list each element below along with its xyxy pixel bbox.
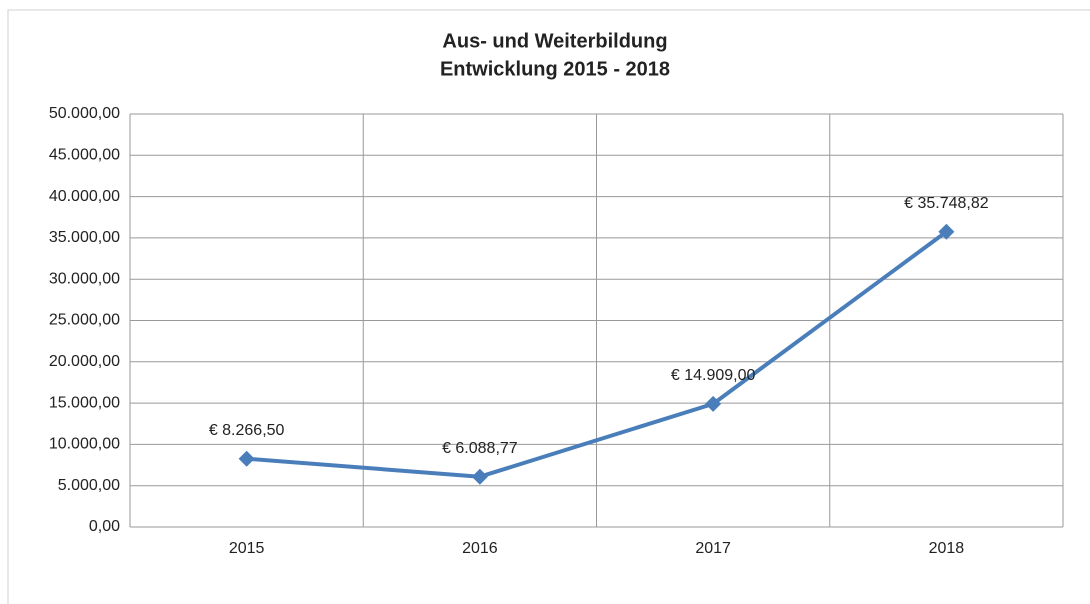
data-label: € 35.748,82 (904, 195, 989, 212)
chart-title: Aus- und Weiterbildung (442, 30, 667, 52)
y-tick-label: 10.000,00 (49, 436, 120, 453)
y-tick-label: 25.000,00 (49, 312, 120, 329)
marker (705, 395, 722, 412)
y-tick-label: 35.000,00 (49, 229, 120, 246)
y-tick-label: 50.000,00 (49, 105, 120, 122)
marker (471, 468, 488, 485)
marker (238, 450, 255, 467)
chart-frame (7, 9, 1090, 604)
chart-subtitle: Entwicklung 2015 - 2018 (440, 58, 670, 80)
line (246, 230, 948, 479)
x-tick-label: 2016 (462, 540, 498, 557)
y-tick-label: 0,00 (89, 518, 120, 535)
y-tick-label: 15.000,00 (49, 394, 120, 411)
x-tick-label: 2015 (229, 540, 265, 557)
data-label: € 6.088,77 (442, 440, 518, 457)
data-label: € 8.266,50 (209, 422, 285, 439)
y-tick-label: 40.000,00 (49, 188, 120, 205)
data-label: € 14.909,00 (671, 367, 756, 384)
y-tick-label: 30.000,00 (49, 270, 120, 287)
x-tick-label: 2017 (695, 540, 731, 557)
y-tick-label: 45.000,00 (49, 147, 120, 164)
y-tick-label: 20.000,00 (49, 353, 120, 370)
y-tick-label: 5.000,00 (58, 477, 120, 494)
marker (938, 223, 955, 240)
x-tick-label: 2018 (929, 540, 965, 557)
